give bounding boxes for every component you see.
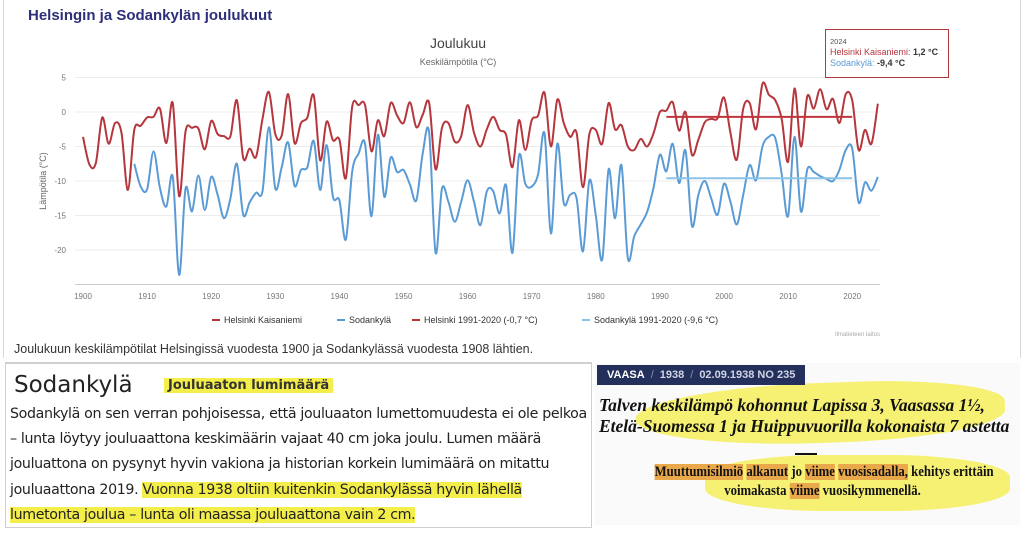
temperature-chart: Joulukuu Keskilämpötila (°C) Lämpötila (… [38,35,880,338]
newspaper-headline: Talven keskilämpö kohonnut Lapissa 3, Va… [599,395,1017,437]
x-tick-label: 1930 [266,292,284,301]
x-tick-label: 1940 [331,292,349,301]
sub-word: Muuttumisilmiö [654,464,744,480]
breadcrumb-paper[interactable]: VAASA [607,369,645,381]
newspaper-subheadline: Muuttumisilmiö alkanut jo viime vuosisad… [654,463,994,501]
x-tick-label: 1900 [74,292,92,301]
tooltip-sodankyla-value: -9,4 °C [877,58,906,68]
sub-word: jo [791,464,803,480]
headline-line-1: Talven keskilämpö kohonnut Lapissa 3, Va… [599,395,985,415]
tooltip-year: 2024 [830,37,847,46]
chart-tooltip: 2024 Helsinki Kaisaniemi: 1,2 °C Sodanky… [825,29,949,78]
helsinki-series-line [82,81,879,198]
legend-item[interactable]: Helsinki Kaisaniemi [212,315,302,325]
legend-item[interactable]: Sodankylä [337,315,391,325]
sodankyla-series-line [133,126,879,276]
chart-credit: Ilmatieteen laitos [835,332,880,338]
tooltip-helsinki-value: 1,2 °C [913,47,939,57]
y-axis-label: Lämpötila (°C) [38,152,48,210]
y-tick-label: 0 [62,108,67,117]
breadcrumb-year[interactable]: 1938 [659,369,685,381]
divider [795,453,817,455]
x-tick-label: 2000 [715,292,733,301]
tooltip-sodankyla: Sodankylä: -9,4 °C [830,58,948,69]
legend-label: Helsinki Kaisaniemi [224,315,302,325]
x-tick-label: 2010 [779,292,797,301]
chart-subtitle: Keskilämpötila (°C) [420,57,497,67]
headline-line-2: Etelä-Suomessa 1 ja Huippuvuorilla kokon… [599,416,1010,436]
sub-word: vuosikymmenellä. [822,483,921,499]
legend-label: Sodankylä 1991-2020 (-9,6 °C) [594,315,718,325]
legend-label: Sodankylä [349,315,391,325]
tooltip-sodankyla-label: Sodankylä: [830,58,875,68]
x-tick-label: 1950 [395,292,413,301]
sub-word: alkanut [746,464,789,480]
chart-caption: Joulukuun keskilämpötilat Helsingissä vu… [14,342,534,356]
legend-item[interactable]: Sodankylä 1991-2020 (-9,6 °C) [582,315,718,325]
page-title: Helsingin ja Sodankylän joulukuut [28,7,273,24]
breadcrumb-issue: 02.09.1938 NO 235 [699,369,796,381]
sub-word: vuosisadalla, [838,464,908,480]
place-heading: Sodankylä [14,372,133,398]
x-tick-label: 1920 [202,292,220,301]
sub-word: voimakasta [724,483,787,499]
tooltip-helsinki-label: Helsinki Kaisaniemi: [830,47,911,57]
snow-article-clip: Sodankylä Jouluaaton lumimäärä Sodankylä… [5,362,592,528]
section-heading: Jouluaaton lumimäärä [164,378,334,393]
article-paragraph: Sodankylä on sen verran pohjoisessa, ett… [10,402,590,528]
y-tick-label: -20 [54,246,66,255]
legend-label: Helsinki 1991-2020 (-0,7 °C) [424,315,538,325]
x-tick-label: 2020 [843,292,861,301]
y-tick-label: 5 [62,74,67,83]
newspaper-clip: VAASA/1938/02.09.1938 NO 235 Talven kesk… [595,363,1020,525]
y-tick-label: -5 [59,143,67,152]
y-tick-label: -15 [54,212,66,221]
chart-panel-frame [3,0,1021,358]
sub-word: viime [789,483,820,499]
y-tick-label: -10 [54,177,66,186]
x-tick-label: 1970 [523,292,541,301]
x-tick-label: 1960 [459,292,477,301]
x-tick-label: 1990 [651,292,669,301]
x-tick-label: 1980 [587,292,605,301]
paragraph-text: Sodankylä on sen verran pohjoisessa, ett… [10,406,587,498]
legend-item[interactable]: Helsinki 1991-2020 (-0,7 °C) [412,315,538,325]
sub-word: viime [805,464,835,480]
chart-title: Joulukuu [430,35,486,51]
newspaper-breadcrumb: VAASA/1938/02.09.1938 NO 235 [597,365,806,385]
tooltip-helsinki: Helsinki Kaisaniemi: 1,2 °C [830,47,948,58]
sub-word: kehitys erittäin [911,464,994,480]
x-tick-label: 1910 [138,292,156,301]
